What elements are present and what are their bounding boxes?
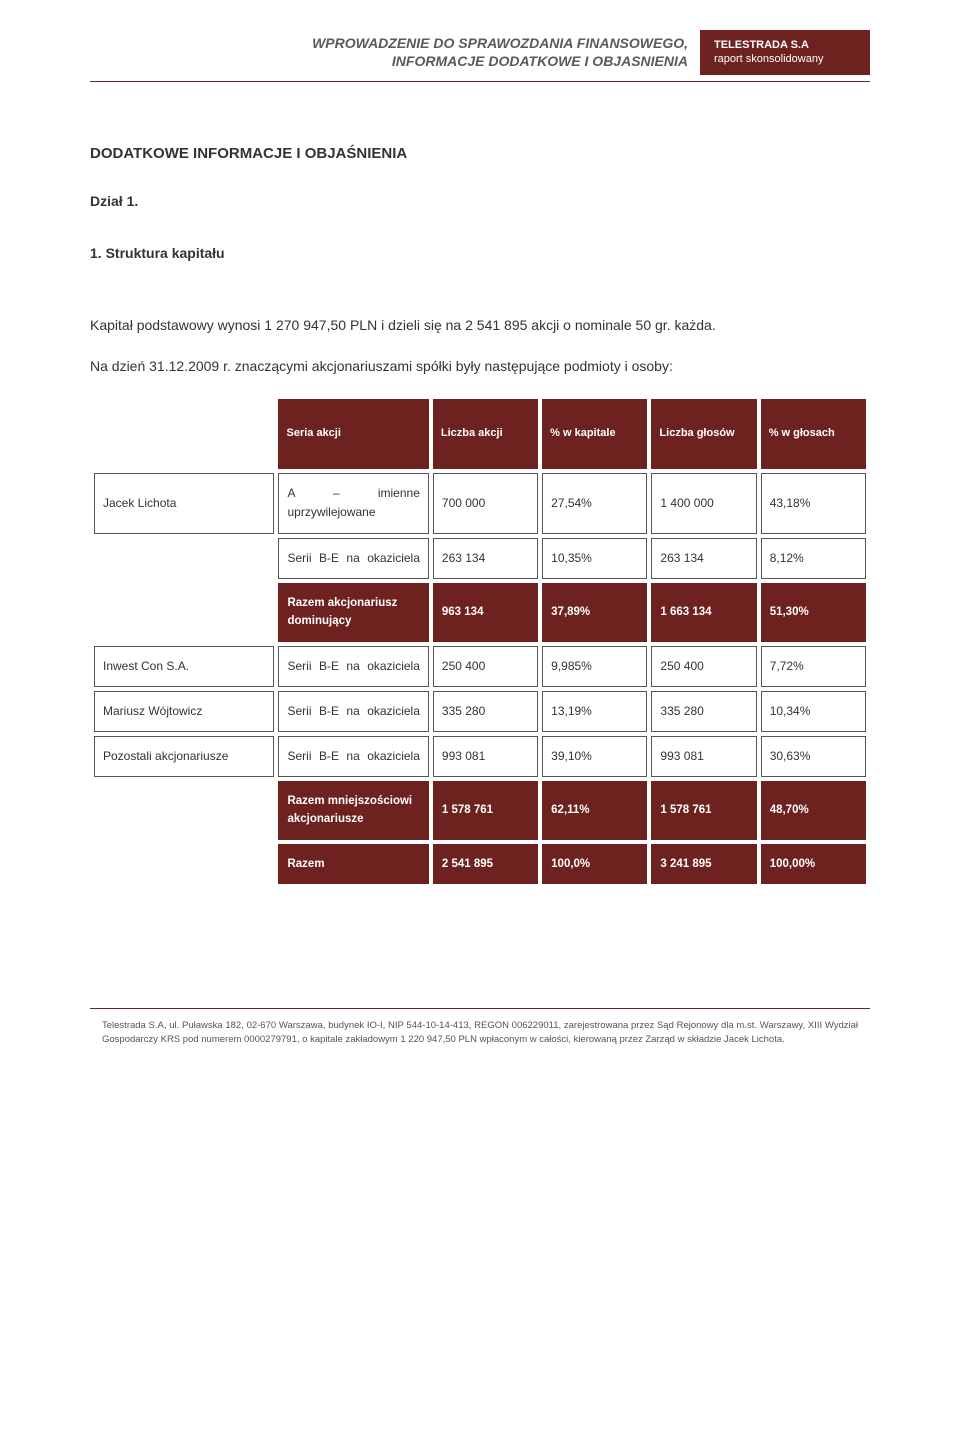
shareholders-table: Seria akcji Liczba akcji % w kapitale Li… xyxy=(90,395,870,888)
header-title-line1: WPROWADZENIE DO SPRAWOZDANIA FINANSOWEGO… xyxy=(90,34,688,52)
header-badge-line1: TELESTRADA S.A xyxy=(714,38,856,52)
cell-name: Inwest Con S.A. xyxy=(94,646,274,687)
cell-value: 1 578 761 xyxy=(433,781,538,840)
cell-name xyxy=(94,583,274,642)
cell-value: 51,30% xyxy=(761,583,866,642)
cell-series: Razem mniejszościowi akcjonariusze xyxy=(278,781,428,840)
cell-value: 9,985% xyxy=(542,646,647,687)
cell-name: Jacek Lichota xyxy=(94,473,274,533)
cell-value: 700 000 xyxy=(433,473,538,533)
table-row: Razem akcjonariusz dominujący963 13437,8… xyxy=(94,583,866,642)
cell-value: 1 663 134 xyxy=(651,583,756,642)
table-row: Razem mniejszościowi akcjonariusze1 578 … xyxy=(94,781,866,840)
cell-value: 3 241 895 xyxy=(651,844,756,884)
th-pct-kapital: % w kapitale xyxy=(542,399,647,469)
cell-value: 7,72% xyxy=(761,646,866,687)
table-head: Seria akcji Liczba akcji % w kapitale Li… xyxy=(94,399,866,469)
cell-name xyxy=(94,538,274,579)
cell-value: 993 081 xyxy=(651,736,756,777)
cell-series: Serii B-E na okaziciela xyxy=(278,736,428,777)
cell-value: 62,11% xyxy=(542,781,647,840)
cell-value: 100,0% xyxy=(542,844,647,884)
header-title-line2: INFORMACJE DODATKOWE I OBJASNIENIA xyxy=(90,52,688,70)
cell-value: 100,00% xyxy=(761,844,866,884)
header-badge: TELESTRADA S.A raport skonsolidowany xyxy=(700,30,870,75)
cell-value: 43,18% xyxy=(761,473,866,533)
th-liczba-akcji: Liczba akcji xyxy=(433,399,538,469)
cell-value: 263 134 xyxy=(651,538,756,579)
cell-series: Serii B-E na okaziciela xyxy=(278,691,428,732)
table-row: Jacek LichotaA – imienne uprzywilejowane… xyxy=(94,473,866,533)
cell-value: 993 081 xyxy=(433,736,538,777)
cell-value: 335 280 xyxy=(433,691,538,732)
th-liczba-glosow: Liczba głosów xyxy=(651,399,756,469)
cell-value: 263 134 xyxy=(433,538,538,579)
cell-series: Razem xyxy=(278,844,428,884)
header-title: WPROWADZENIE DO SPRAWOZDANIA FINANSOWEGO… xyxy=(90,34,688,70)
th-seria: Seria akcji xyxy=(278,399,428,469)
cell-value: 1 578 761 xyxy=(651,781,756,840)
section-sub2: 1. Struktura kapitału xyxy=(90,242,870,264)
cell-value: 13,19% xyxy=(542,691,647,732)
section-sub1: Dział 1. xyxy=(90,190,870,212)
th-pct-glosy: % w głosach xyxy=(761,399,866,469)
cell-value: 39,10% xyxy=(542,736,647,777)
table-row: Razem2 541 895100,0%3 241 895100,00% xyxy=(94,844,866,884)
footer: Telestrada S.A, ul. Puławska 182, 02-670… xyxy=(90,1008,870,1056)
paragraph-2: Na dzień 31.12.2009 r. znaczącymi akcjon… xyxy=(90,355,870,377)
cell-value: 963 134 xyxy=(433,583,538,642)
cell-value: 250 400 xyxy=(433,646,538,687)
cell-series: Serii B-E na okaziciela xyxy=(278,646,428,687)
table-row: Mariusz WójtowiczSerii B-E na okaziciela… xyxy=(94,691,866,732)
th-empty xyxy=(94,399,274,469)
body: DODATKOWE INFORMACJE I OBJAŚNIENIA Dział… xyxy=(90,142,870,889)
cell-name: Pozostali akcjonariusze xyxy=(94,736,274,777)
cell-series: A – imienne uprzywilejowane xyxy=(278,473,428,533)
page: WPROWADZENIE DO SPRAWOZDANIA FINANSOWEGO… xyxy=(0,0,960,1434)
table-body: Jacek LichotaA – imienne uprzywilejowane… xyxy=(94,473,866,884)
table-row: Inwest Con S.A.Serii B-E na okaziciela25… xyxy=(94,646,866,687)
table-row: Serii B-E na okaziciela263 13410,35%263 … xyxy=(94,538,866,579)
cell-name: Mariusz Wójtowicz xyxy=(94,691,274,732)
header-rule xyxy=(90,81,870,82)
cell-value: 48,70% xyxy=(761,781,866,840)
page-header: WPROWADZENIE DO SPRAWOZDANIA FINANSOWEGO… xyxy=(90,30,870,75)
cell-value: 10,35% xyxy=(542,538,647,579)
cell-value: 30,63% xyxy=(761,736,866,777)
paragraph-1: Kapitał podstawowy wynosi 1 270 947,50 P… xyxy=(90,314,870,336)
cell-name xyxy=(94,844,274,884)
cell-value: 1 400 000 xyxy=(651,473,756,533)
cell-value: 10,34% xyxy=(761,691,866,732)
footer-text: Telestrada S.A, ul. Puławska 182, 02-670… xyxy=(102,1020,858,1044)
cell-value: 335 280 xyxy=(651,691,756,732)
table-row: Pozostali akcjonariuszeSerii B-E na okaz… xyxy=(94,736,866,777)
cell-series: Serii B-E na okaziciela xyxy=(278,538,428,579)
cell-value: 8,12% xyxy=(761,538,866,579)
cell-value: 250 400 xyxy=(651,646,756,687)
header-badge-line2: raport skonsolidowany xyxy=(714,52,856,66)
cell-value: 2 541 895 xyxy=(433,844,538,884)
section-title: DODATKOWE INFORMACJE I OBJAŚNIENIA xyxy=(90,142,870,166)
cell-value: 27,54% xyxy=(542,473,647,533)
cell-series: Razem akcjonariusz dominujący xyxy=(278,583,428,642)
cell-value: 37,89% xyxy=(542,583,647,642)
cell-name xyxy=(94,781,274,840)
